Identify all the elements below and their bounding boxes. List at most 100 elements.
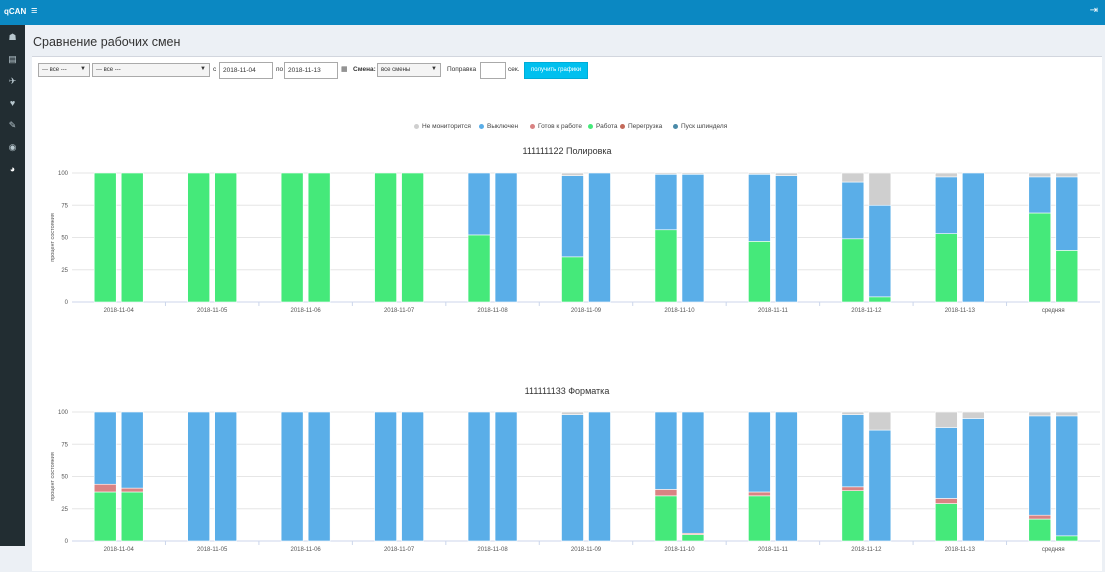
bar-segment-off — [935, 176, 958, 234]
bar-segment-ready — [841, 486, 865, 491]
y-tick-label: 25 — [61, 268, 68, 274]
bar-segment-ready — [93, 483, 117, 493]
bar-segment-work — [935, 233, 958, 303]
bar-segment-work — [748, 495, 771, 542]
filter-bar: --- все --- ▼ --- все --- ▼ с 2018-11-04… — [36, 62, 1096, 80]
legend-item[interactable]: Не мониторится — [414, 123, 471, 130]
legend-dot-icon — [530, 124, 535, 129]
bar-segment-off — [841, 181, 865, 240]
calendar-icon[interactable]: ▦ — [341, 66, 348, 73]
legend-dot-icon — [673, 124, 678, 129]
sidebar-item-health[interactable]: ♥ — [0, 92, 25, 114]
bar-segment-off — [280, 411, 304, 542]
bar-segment-work — [868, 296, 892, 303]
heartbeat-icon: ♥ — [9, 98, 16, 108]
legend-item[interactable]: Перегрузка — [620, 123, 662, 130]
bar-segment-work — [93, 491, 117, 542]
bar-segment-not-monitored — [868, 172, 892, 206]
y-tick-label: 75 — [61, 203, 68, 209]
legend-dot-icon — [588, 124, 593, 129]
bar-segment-not-monitored — [1055, 172, 1079, 178]
bar-segment-work — [280, 172, 304, 303]
bar-segment-not-monitored — [1055, 411, 1079, 417]
bar-segment-off — [654, 411, 678, 490]
dropdown-arrow-icon: ▼ — [431, 66, 437, 72]
date-from-label: с — [213, 66, 217, 73]
bar-segment-not-monitored — [561, 411, 584, 415]
bar-segment-off — [868, 429, 892, 542]
bar-segment-ready — [654, 489, 678, 497]
dropdown-arrow-icon: ▼ — [200, 66, 206, 72]
y-tick-label: 100 — [58, 410, 69, 416]
date-from-input[interactable]: 2018-11-04 — [219, 62, 273, 79]
page-title: Сравнение рабочих смен — [33, 35, 181, 49]
bar-segment-work — [374, 172, 397, 303]
machine-select-value: --- все --- — [96, 67, 121, 73]
content-box: --- все --- ▼ --- все --- ▼ с 2018-11-04… — [32, 56, 1102, 571]
legend-item[interactable]: Работа — [588, 123, 617, 130]
sidebar-item-charts[interactable]: ◕ — [0, 158, 25, 180]
app-logo[interactable]: qCAN — [4, 7, 27, 16]
sidebar-item-settings[interactable]: ✎ — [0, 114, 25, 136]
legend-item[interactable]: Готов к работе — [530, 123, 582, 130]
bar-segment-off — [120, 411, 144, 489]
bar-segment-off — [401, 411, 424, 542]
x-tick-label: 2018-11-09 — [571, 547, 602, 553]
legend-label: Готов к работе — [538, 123, 582, 130]
chart-polishing-svg: 111111122 Полировка процент состояния 0 25 5… — [50, 146, 1100, 314]
bar-segment-not-monitored — [935, 172, 958, 178]
sign-out-icon[interactable]: ⇥ — [1089, 5, 1098, 16]
bar-segment-off — [494, 411, 518, 542]
date-to-input[interactable]: 2018-11-13 — [284, 62, 338, 79]
bar-segment-off — [467, 411, 491, 542]
wrench-icon: ✎ — [8, 119, 17, 130]
x-tick-label: 2018-11-05 — [197, 547, 228, 553]
x-tick-label: средняя — [1042, 308, 1065, 314]
bar-segment-off — [748, 173, 771, 242]
y-axis-label: процент состояния — [50, 452, 56, 501]
sidebar-item-reports[interactable]: ▤ — [0, 48, 25, 70]
y-tick-label: 50 — [61, 236, 68, 242]
bar-segment-off — [748, 411, 771, 493]
legend-dot-icon — [620, 124, 625, 129]
shift-select[interactable]: все смены ▼ — [377, 63, 441, 77]
legend-item[interactable]: Выключен — [479, 123, 518, 130]
y-tick-label: 25 — [61, 507, 68, 513]
bar-segment-work — [187, 172, 210, 303]
bar-segment-work — [561, 256, 584, 303]
bar-segment-off — [775, 411, 798, 542]
bar-segment-work — [214, 172, 237, 303]
sidebar-item-users[interactable]: ☗ — [0, 26, 25, 48]
bar-segment-not-monitored — [561, 172, 584, 176]
bar-segment-off — [307, 411, 331, 542]
group-select[interactable]: --- все --- ▼ — [38, 63, 90, 77]
bar-segment-work — [935, 503, 958, 542]
bar-segment-work — [841, 490, 865, 542]
legend-item[interactable]: Пуск шпинделя — [673, 123, 727, 130]
sidebar-item-monitor[interactable]: ◉ — [0, 136, 25, 158]
bar-segment-ready — [1028, 514, 1052, 520]
x-tick-label: 2018-11-11 — [758, 308, 788, 314]
chart-title: 111111133 Форматка — [525, 386, 610, 396]
bar-segment-off — [654, 173, 678, 231]
x-tick-label: 2018-11-04 — [104, 308, 135, 314]
correction-input[interactable] — [480, 62, 506, 79]
y-tick-label: 75 — [61, 442, 68, 448]
bar-segment-off — [775, 175, 798, 303]
bar-segment-off — [1028, 176, 1052, 214]
bar-segment-not-monitored — [775, 172, 798, 176]
machine-select[interactable]: --- все --- ▼ — [92, 63, 210, 77]
get-charts-button[interactable]: получить графики — [524, 62, 589, 79]
bar-segment-off — [588, 172, 611, 303]
legend-label: Выключен — [487, 123, 519, 130]
legend-dot-icon — [479, 124, 484, 129]
hamburger-icon[interactable]: ≡ — [31, 5, 38, 17]
legend-label: Перегрузка — [628, 123, 663, 130]
sidebar-item-tools[interactable]: ✈ — [0, 70, 25, 92]
wrench-icon: ✈ — [8, 75, 17, 86]
seconds-label: сек. — [508, 66, 520, 73]
legend-label: Работа — [596, 123, 618, 130]
bar-segment-off — [561, 175, 584, 258]
x-tick-label: 2018-11-12 — [851, 547, 882, 553]
x-tick-label: 2018-11-08 — [477, 308, 508, 314]
